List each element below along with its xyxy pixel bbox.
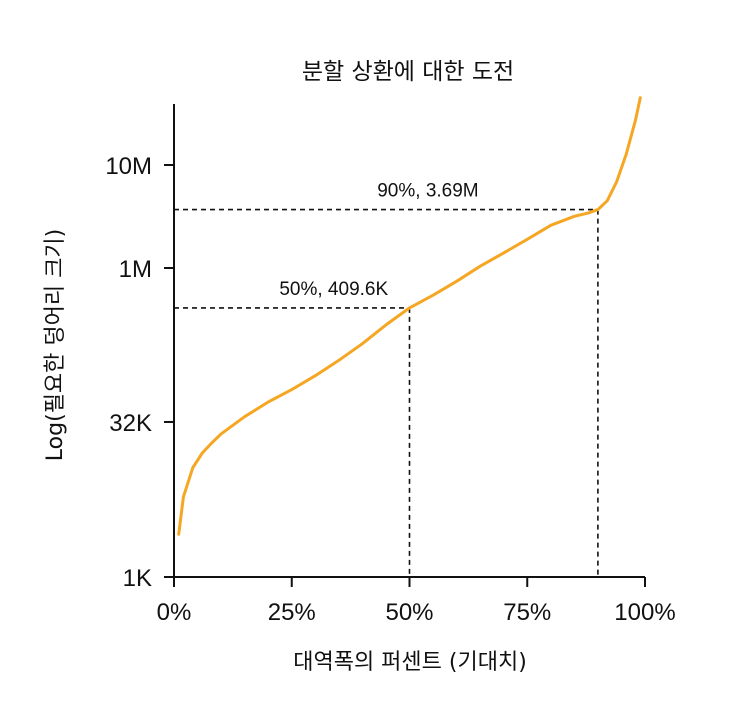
y-axis-title: Log(필요한 덩어리 크기) bbox=[43, 229, 68, 461]
y-tick-label: 1K bbox=[123, 565, 152, 592]
guide-lines bbox=[174, 208, 599, 577]
series-line bbox=[177, 96, 642, 536]
annotation-labels: 50%, 409.6K 90%, 3.69M bbox=[279, 181, 478, 300]
x-tick-label: 75% bbox=[503, 599, 551, 626]
x-axis-title: 대역폭의 퍼센트 (기대치) bbox=[293, 650, 527, 675]
chart-title: 분할 상환에 대한 도전 bbox=[302, 59, 514, 85]
y-tick-label: 32K bbox=[109, 410, 152, 437]
x-tick-label: 50% bbox=[385, 599, 433, 626]
x-tick-label: 100% bbox=[614, 599, 675, 626]
annotation-label: 50%, 409.6K bbox=[279, 279, 388, 300]
x-tick-label: 0% bbox=[157, 599, 192, 626]
x-tick-label: 25% bbox=[268, 599, 316, 626]
y-tick-label: 10M bbox=[105, 153, 152, 180]
y-tick-label: 1M bbox=[119, 256, 152, 283]
annotation-label: 90%, 3.69M bbox=[377, 181, 478, 202]
x-axis-ticks: 0% 25% 50% 75% 100% bbox=[157, 577, 676, 626]
y-axis-ticks: 1K 32K 1M 10M bbox=[105, 153, 174, 592]
